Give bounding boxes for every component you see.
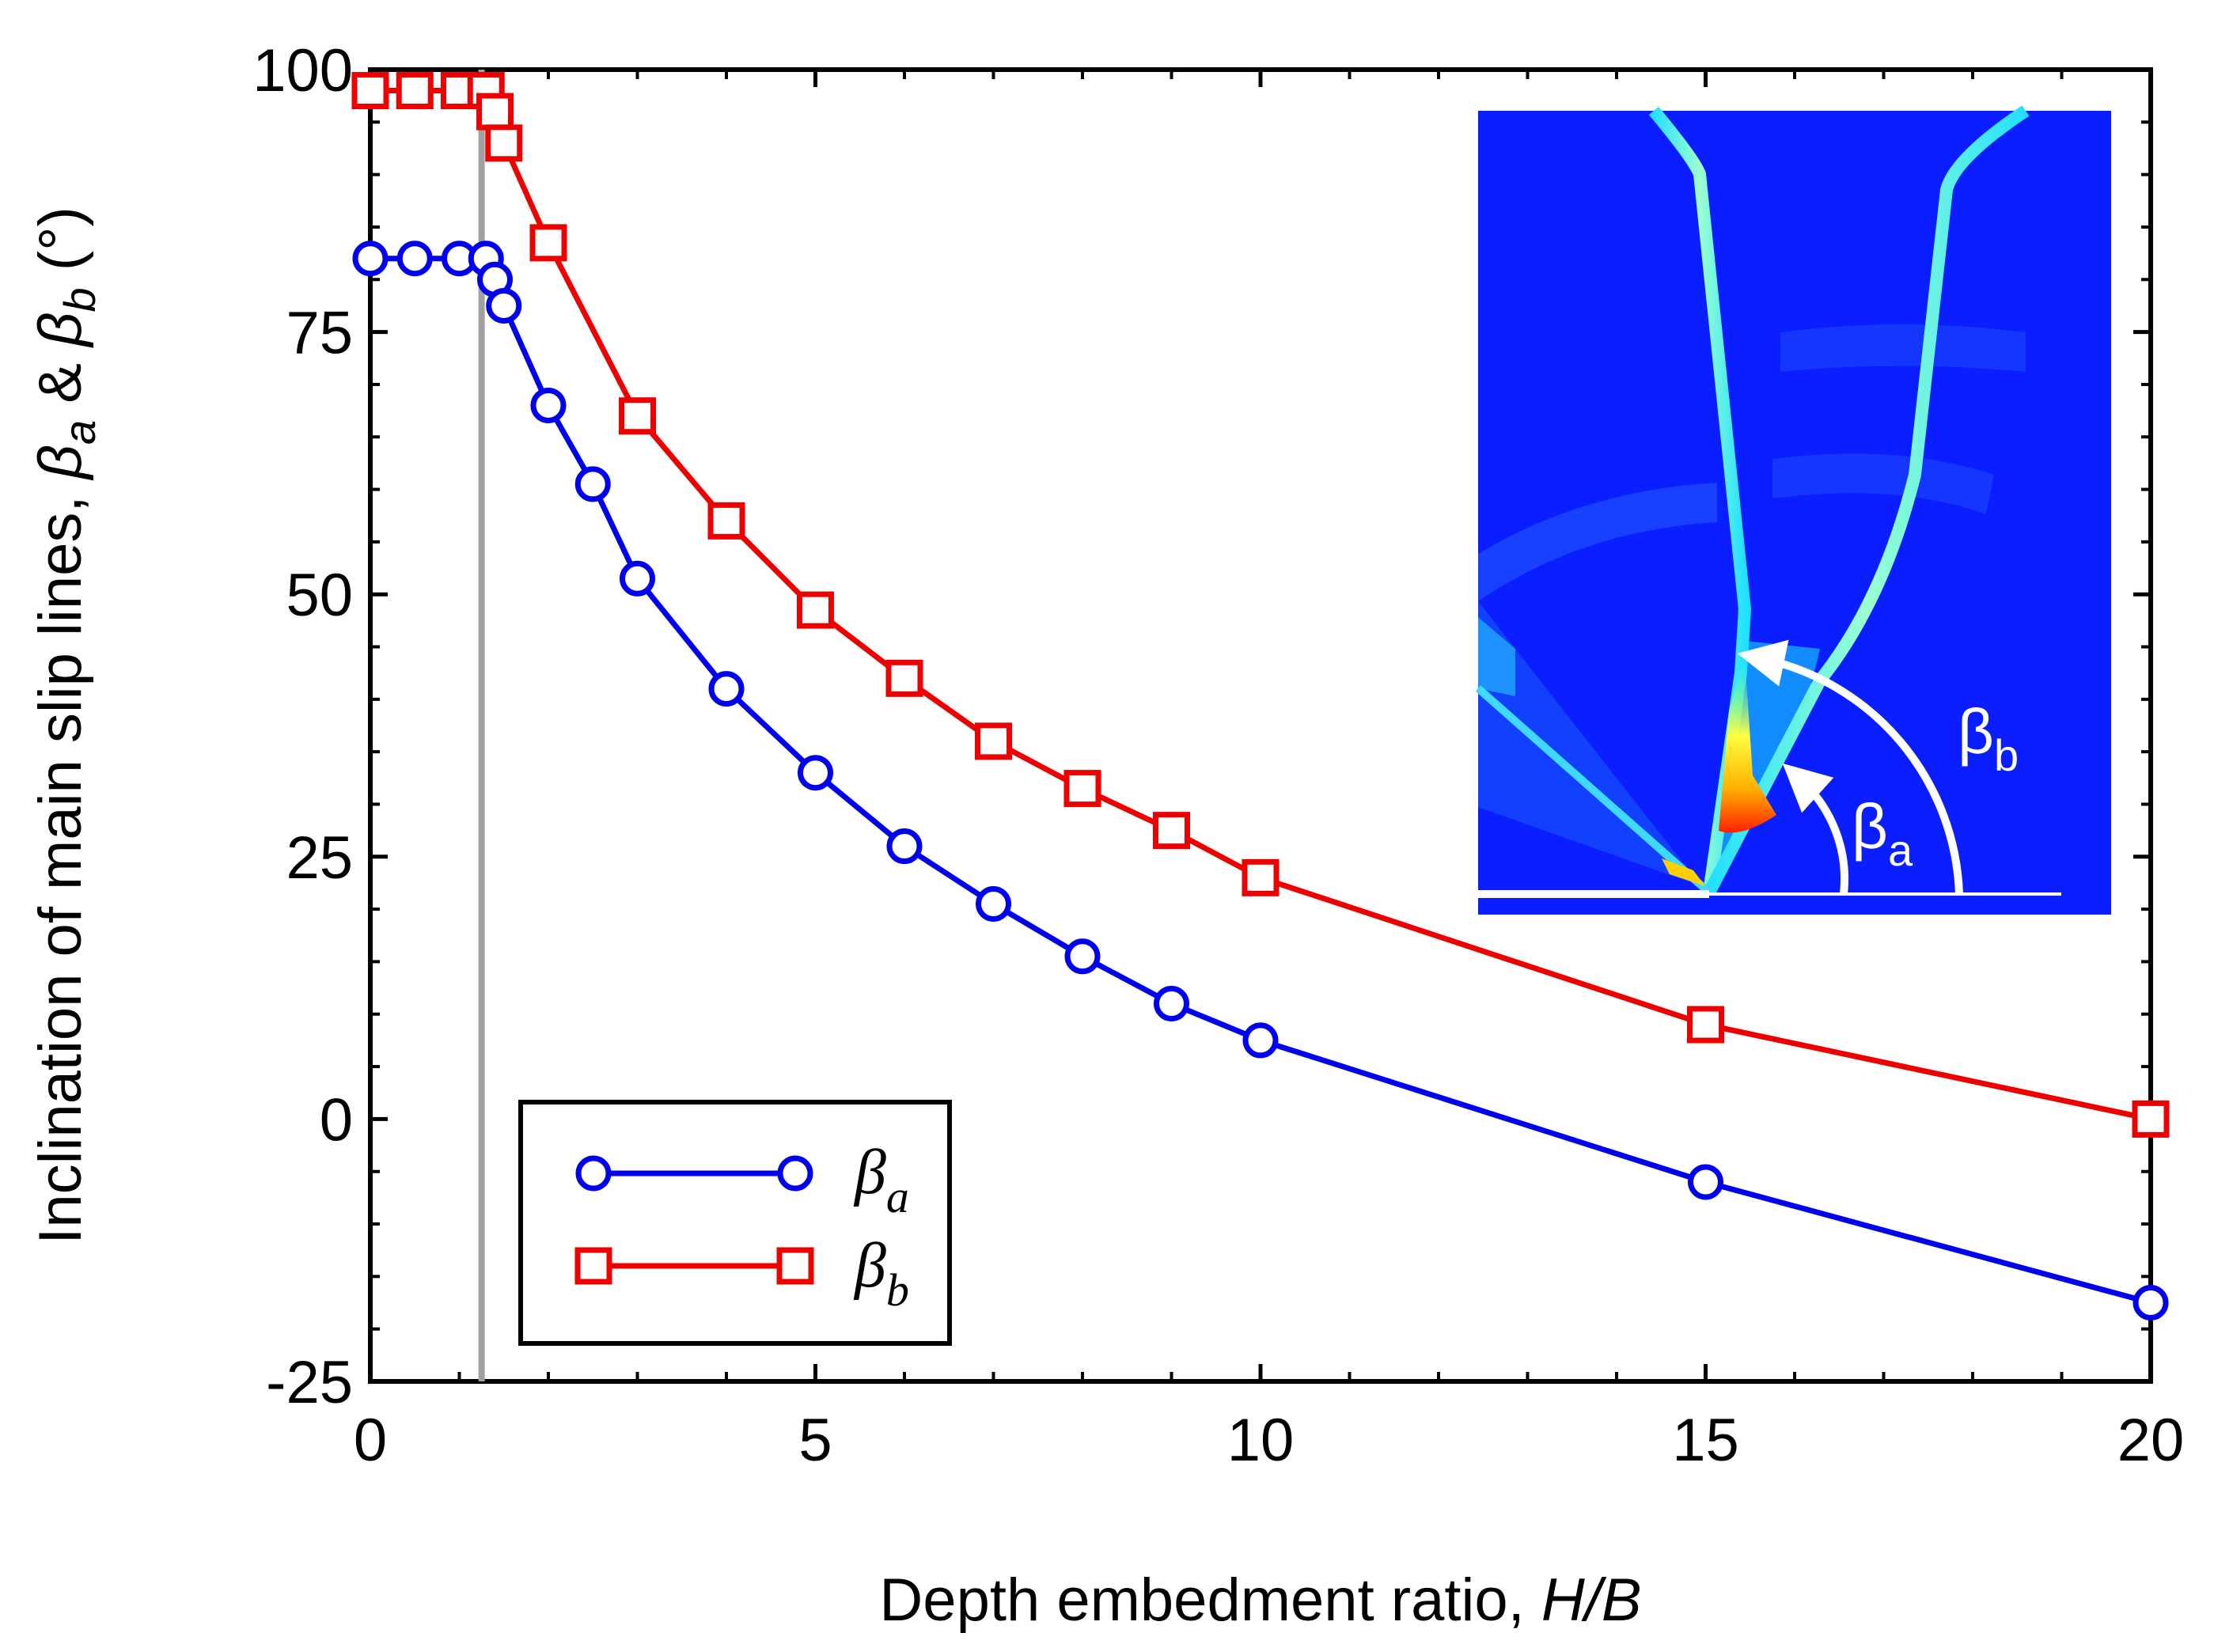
data-point xyxy=(708,671,745,707)
inset-band xyxy=(1780,324,2026,372)
legend: βa βb xyxy=(518,1100,952,1346)
data-point xyxy=(396,72,434,110)
data-point xyxy=(707,502,745,540)
inset-slip-line-right xyxy=(1703,105,2030,896)
inset-label-beta-a: βa xyxy=(1852,791,1913,875)
inset-arc-beta-b xyxy=(1737,639,1963,895)
inset-band xyxy=(1478,601,1701,886)
legend-label-beta-b: βb xyxy=(853,1231,909,1316)
data-point xyxy=(351,72,389,110)
x-tick-label: 20 xyxy=(2117,1407,2185,1474)
data-point xyxy=(886,828,923,865)
series-beta-b xyxy=(351,72,2170,1138)
inset-slip-line-diagonal xyxy=(1475,685,1712,896)
data-point xyxy=(1064,938,1101,975)
inset-label-beta-b: βb xyxy=(1958,696,2019,780)
x-tick-label: 0 xyxy=(354,1407,387,1474)
y-tick-label: 50 xyxy=(286,562,353,629)
data-point xyxy=(620,560,655,597)
inset-arc-beta-a xyxy=(1782,763,1849,895)
inset-stress-concentration xyxy=(1662,858,1705,886)
y-tick-label: 25 xyxy=(286,824,353,892)
data-point xyxy=(486,287,522,324)
legend-label-beta-a: βa xyxy=(853,1138,909,1222)
data-point xyxy=(1688,1164,1723,1200)
data-point xyxy=(1687,1006,1724,1044)
data-point xyxy=(2133,1285,2169,1321)
x-tick-label: 15 xyxy=(1672,1407,1739,1474)
data-point xyxy=(476,93,514,131)
inset-contour-image: βa βb xyxy=(1475,105,2111,915)
data-point xyxy=(885,659,923,697)
data-point xyxy=(352,241,389,277)
data-point xyxy=(1242,1022,1279,1059)
data-point xyxy=(1063,770,1101,808)
data-point xyxy=(485,124,523,162)
inset-band xyxy=(1478,483,1717,601)
data-point xyxy=(1153,812,1190,850)
x-axis-title: Depth embedment ratio, H/B xyxy=(879,1567,1641,1634)
legend-marker-beta-b xyxy=(776,1247,814,1285)
y-axis-title: Inclination of main slip lines, βa & βb … xyxy=(27,206,104,1245)
data-point xyxy=(396,241,433,277)
data-point xyxy=(2132,1100,2170,1138)
legend-marker-beta-b xyxy=(574,1247,612,1285)
inset-stress-concentration xyxy=(1719,657,1776,833)
data-point xyxy=(976,885,1011,922)
y-tick-label: 0 xyxy=(320,1086,353,1154)
y-tick-label: 75 xyxy=(286,300,353,367)
inset-slip-line-left xyxy=(1648,106,1752,894)
data-point xyxy=(798,755,833,791)
inset-band xyxy=(1478,617,1515,696)
y-tick-label: 100 xyxy=(252,37,353,104)
data-point xyxy=(975,722,1012,760)
data-point xyxy=(529,224,567,262)
legend-box xyxy=(518,1100,952,1346)
legend-marker-beta-a xyxy=(575,1155,612,1192)
series-layer xyxy=(351,72,2170,1321)
data-point xyxy=(574,466,611,502)
x-tick-label: 10 xyxy=(1227,1407,1295,1474)
y-tick-label: -25 xyxy=(266,1349,353,1416)
x-tick-label: 5 xyxy=(798,1407,832,1474)
data-point xyxy=(797,591,834,629)
series-beta-a xyxy=(352,241,2169,1321)
legend-marker-beta-a xyxy=(777,1155,813,1192)
data-point xyxy=(1242,858,1280,896)
data-point xyxy=(530,387,567,423)
inset-band xyxy=(1772,453,1994,514)
data-point xyxy=(619,397,656,435)
data-point xyxy=(1154,985,1189,1021)
